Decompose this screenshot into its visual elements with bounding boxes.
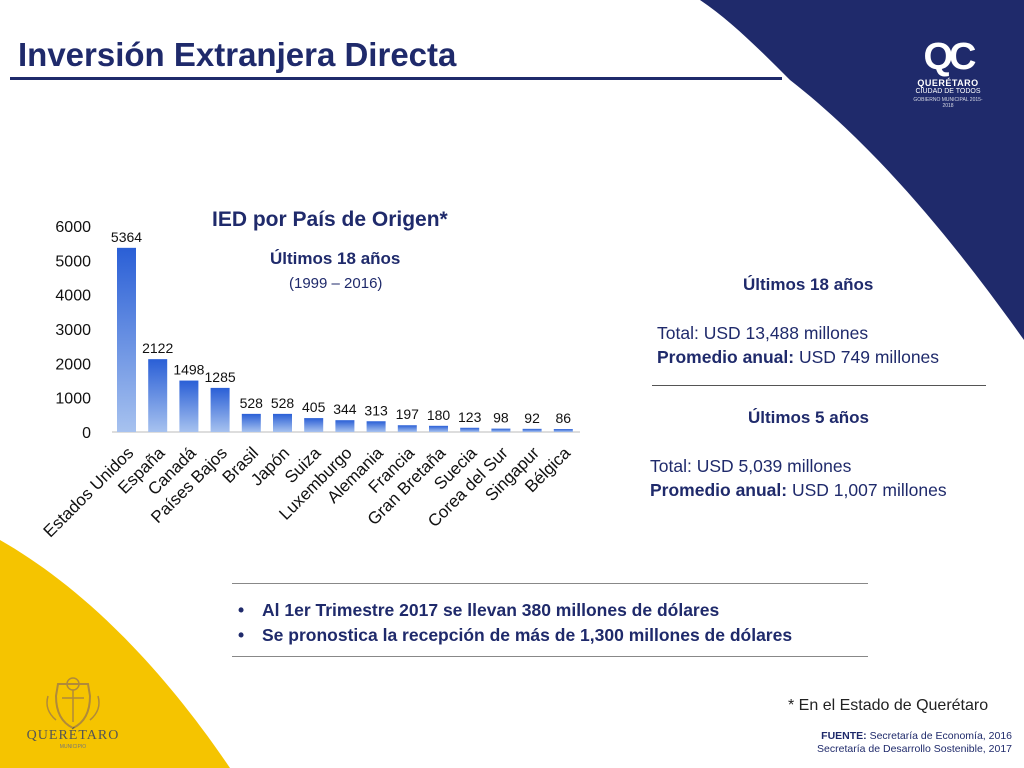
bar	[491, 428, 511, 432]
bar	[366, 421, 386, 432]
bar-value-label: 197	[396, 406, 420, 422]
source-text-1: Secretaría de Economía, 2016	[866, 730, 1012, 742]
period2-average-label: Promedio anual:	[650, 480, 788, 500]
bar-value-label: 5364	[111, 229, 142, 245]
y-tick-label: 3000	[55, 322, 91, 339]
source-line-2: Secretaría de Desarrollo Sostenible, 201…	[817, 743, 1012, 755]
logo-tagline: CIUDAD DE TODOS	[915, 88, 981, 95]
period2-average-value: USD 1,007 millones	[787, 480, 947, 500]
bar	[335, 420, 355, 432]
bar-value-label: 86	[556, 410, 572, 426]
bar	[117, 247, 136, 432]
footnote: * En el Estado de Querétaro	[788, 697, 989, 714]
bar	[210, 387, 230, 432]
source-line-1: FUENTE: Secretaría de Economía, 2016	[817, 730, 1012, 743]
source-note: FUENTE: Secretaría de Economía, 2016 Sec…	[817, 730, 1012, 756]
crest-emblem-icon	[46, 677, 100, 730]
crest-subtitle: MUNICIPIO	[59, 744, 87, 750]
bar-value-label: 1498	[173, 362, 204, 378]
bar	[522, 428, 542, 432]
bar-value-label: 313	[364, 402, 388, 418]
chart-period-range: (1999 – 2016)	[289, 275, 383, 292]
bullet-dot: •	[238, 600, 245, 620]
bullet-item: • Al 1er Trimestre 2017 se llevan 380 mil…	[238, 600, 719, 621]
bar-value-label: 98	[493, 410, 509, 426]
logo-mark: QC	[923, 36, 977, 78]
period1-heading: Últimos 18 años	[743, 275, 874, 294]
y-tick-label: 2000	[55, 356, 91, 373]
logo-small-text: GOBIERNO MUNICIPAL 2015-2018	[913, 97, 983, 109]
bar-value-label: 2122	[142, 340, 173, 356]
bar	[304, 418, 324, 432]
y-tick-label: 4000	[55, 288, 91, 305]
bar-value-label: 344	[333, 401, 357, 417]
period1-average: Promedio anual: USD 749 millones	[657, 347, 939, 368]
crest-word: QUERÉTARO	[26, 728, 120, 743]
bar-value-label: 123	[458, 409, 482, 425]
period2-heading: Últimos 5 años	[748, 408, 869, 427]
queretaro-logo: QC QUERÉTARO CIUDAD DE TODOS GOBIERNO MU…	[908, 38, 988, 109]
chart-period-label: Últimos 18 años	[270, 249, 401, 268]
period2-average: Promedio anual: USD 1,007 millones	[650, 480, 947, 501]
summary-divider	[652, 385, 986, 386]
bar-value-label: 1285	[205, 369, 236, 385]
bar	[148, 359, 168, 432]
y-tick-label: 0	[82, 425, 91, 442]
title-underline	[10, 77, 782, 80]
y-tick-label: 6000	[55, 219, 91, 236]
bar-value-label: 92	[524, 410, 540, 426]
logo-name: QUERÉTARO	[917, 78, 979, 88]
source-label: FUENTE:	[821, 730, 867, 742]
municipio-crest: QUERÉTARO MUNICIPIO	[18, 676, 128, 756]
bar-value-label: 180	[427, 407, 451, 423]
period1-average-label: Promedio anual:	[657, 347, 795, 367]
chart-title: IED por País de Origen*	[212, 208, 448, 231]
period1-total: Total: USD 13,488 millones	[657, 323, 869, 343]
bullet-text: Al 1er Trimestre 2017 se llevan 380 mill…	[262, 600, 720, 620]
navy-corner-shape	[700, 0, 1024, 340]
bar	[460, 427, 480, 432]
bar	[553, 429, 573, 432]
bar	[429, 425, 448, 432]
y-tick-label: 1000	[55, 391, 91, 408]
bar	[397, 425, 417, 432]
bar-value-label: 528	[240, 395, 264, 411]
period1-average-value: USD 749 millones	[794, 347, 940, 367]
bullet-item: • Se pronostica la recepción de más de 1,…	[238, 625, 792, 646]
bar-value-label: 528	[271, 395, 295, 411]
bar	[273, 413, 292, 432]
bar-value-label: 405	[302, 399, 326, 415]
bullets-box: • Al 1er Trimestre 2017 se llevan 380 mil…	[232, 583, 868, 657]
bullet-text: Se pronostica la recepción de más de 1,3…	[262, 625, 793, 645]
y-tick-label: 5000	[55, 253, 91, 270]
period2-total: Total: USD 5,039 millones	[650, 456, 852, 476]
bullet-dot: •	[238, 625, 245, 645]
bar	[241, 413, 261, 432]
page-title: Inversión Extranjera Directa	[18, 36, 457, 73]
bar	[179, 380, 199, 432]
